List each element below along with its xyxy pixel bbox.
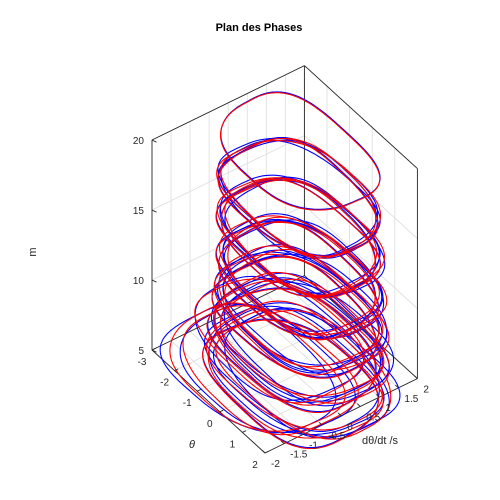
phase-trace-loop [218, 221, 379, 340]
y-tick-label: -1.5 [290, 450, 308, 461]
phase-trace-loop [220, 140, 382, 259]
x-tick-label: -1 [183, 398, 192, 409]
x-tick-label: 2 [252, 460, 258, 471]
y-tick-label: 1 [385, 403, 391, 414]
phase-trace-loop [218, 245, 384, 368]
z-tick-label: 20 [133, 136, 145, 147]
z-axis-label: m [27, 247, 39, 256]
phase-trace-loop [217, 139, 378, 259]
x-tick-mark [242, 430, 247, 433]
phase-trace-loop [194, 275, 365, 401]
floor-gridline [170, 340, 285, 444]
y-axis-label: dθ/dt /s [362, 435, 399, 447]
x-tick-mark [219, 409, 224, 413]
phase-trace-loop [220, 179, 381, 298]
phase-trace-loop [222, 218, 384, 339]
x-axis-label: θ [189, 439, 195, 451]
z-tick-label: 5 [138, 346, 144, 357]
phase-trace-loop [223, 281, 395, 407]
chart-title: Plan des Phases [216, 22, 303, 34]
x-tick-label: -3 [138, 357, 147, 368]
phase-trace-loop [217, 137, 379, 257]
y-tick-label: 1.5 [404, 394, 418, 405]
x-tick-label: 0 [207, 419, 213, 430]
x-tick-mark [151, 347, 156, 351]
box-edge [304, 65, 418, 169]
y-tick-mark [261, 449, 266, 454]
phase-trace-loop [217, 137, 379, 257]
y-tick-mark [395, 384, 399, 389]
phase-trace-loop [207, 309, 384, 439]
phase-trace-loop [211, 256, 377, 379]
y-tick-label: 2 [423, 385, 429, 396]
y-tick-label: 0.5 [366, 413, 380, 424]
phase-trace-loop [215, 309, 392, 440]
phase-trace-loop [219, 92, 381, 211]
y-tick-mark [356, 403, 361, 407]
x-tick-mark [264, 450, 269, 454]
x-tick-mark [197, 389, 201, 392]
x-tick-mark [174, 368, 179, 372]
y-tick-mark [337, 412, 342, 417]
phase-trace-loop [220, 139, 381, 259]
x-tick-label: -2 [160, 378, 169, 389]
phase-trace-loop [206, 288, 376, 414]
phase-trace-loop [169, 302, 346, 432]
phase-trace-loop [203, 302, 380, 432]
y-tick-mark [375, 394, 380, 398]
phase-trace-loop [218, 220, 380, 340]
y-tick-label: -0.5 [328, 431, 346, 442]
phase-trace-loop [202, 319, 379, 450]
z-tick-label: 15 [133, 206, 145, 217]
trace-layer [159, 91, 401, 450]
phase-trace-loop [214, 271, 385, 397]
phase-trace-loop [217, 136, 379, 256]
wall-gridline [304, 205, 418, 309]
box-edge [151, 65, 305, 141]
phase-trace-loop [213, 253, 380, 376]
z-tick-mark [151, 209, 157, 213]
y-tick-label: -2 [271, 459, 280, 470]
z-tick-mark [151, 349, 157, 353]
phase-trace-loop [224, 248, 390, 371]
phase-trace-loop [213, 280, 383, 406]
y-tick-label: 0 [347, 422, 353, 433]
z-tick-label: 10 [133, 276, 145, 287]
y-tick-mark [299, 431, 304, 435]
x-tick-label: 1 [230, 439, 236, 450]
wall-gridline [151, 205, 305, 281]
wall-gridline [151, 135, 305, 211]
z-tick-mark [151, 279, 157, 283]
axis-layer [151, 65, 418, 454]
y-tick-label: -1 [309, 440, 318, 451]
phase-trace-loop [220, 91, 381, 210]
y-tick-mark [414, 375, 418, 379]
phase-trace-loop [216, 137, 377, 257]
phase-trace-loop [219, 278, 391, 404]
y-tick-mark [318, 421, 323, 426]
y-tick-mark [280, 440, 285, 445]
x-axis-line [151, 349, 266, 454]
z-tick-mark [151, 139, 157, 143]
phase-trace-loop [227, 216, 388, 336]
